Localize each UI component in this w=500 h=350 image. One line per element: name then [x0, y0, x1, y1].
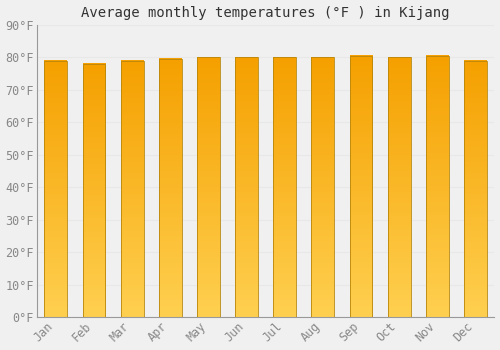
Bar [235, 57, 258, 317]
Bar [159, 59, 182, 317]
Bar [120, 61, 144, 317]
Bar [312, 57, 334, 317]
Bar [464, 61, 487, 317]
Bar [274, 57, 296, 317]
Bar [44, 61, 68, 317]
Bar [426, 56, 448, 317]
Bar [350, 56, 372, 317]
Bar [82, 64, 106, 317]
Title: Average monthly temperatures (°F ) in Kijang: Average monthly temperatures (°F ) in Ki… [82, 6, 450, 20]
Bar [197, 57, 220, 317]
Bar [388, 57, 410, 317]
